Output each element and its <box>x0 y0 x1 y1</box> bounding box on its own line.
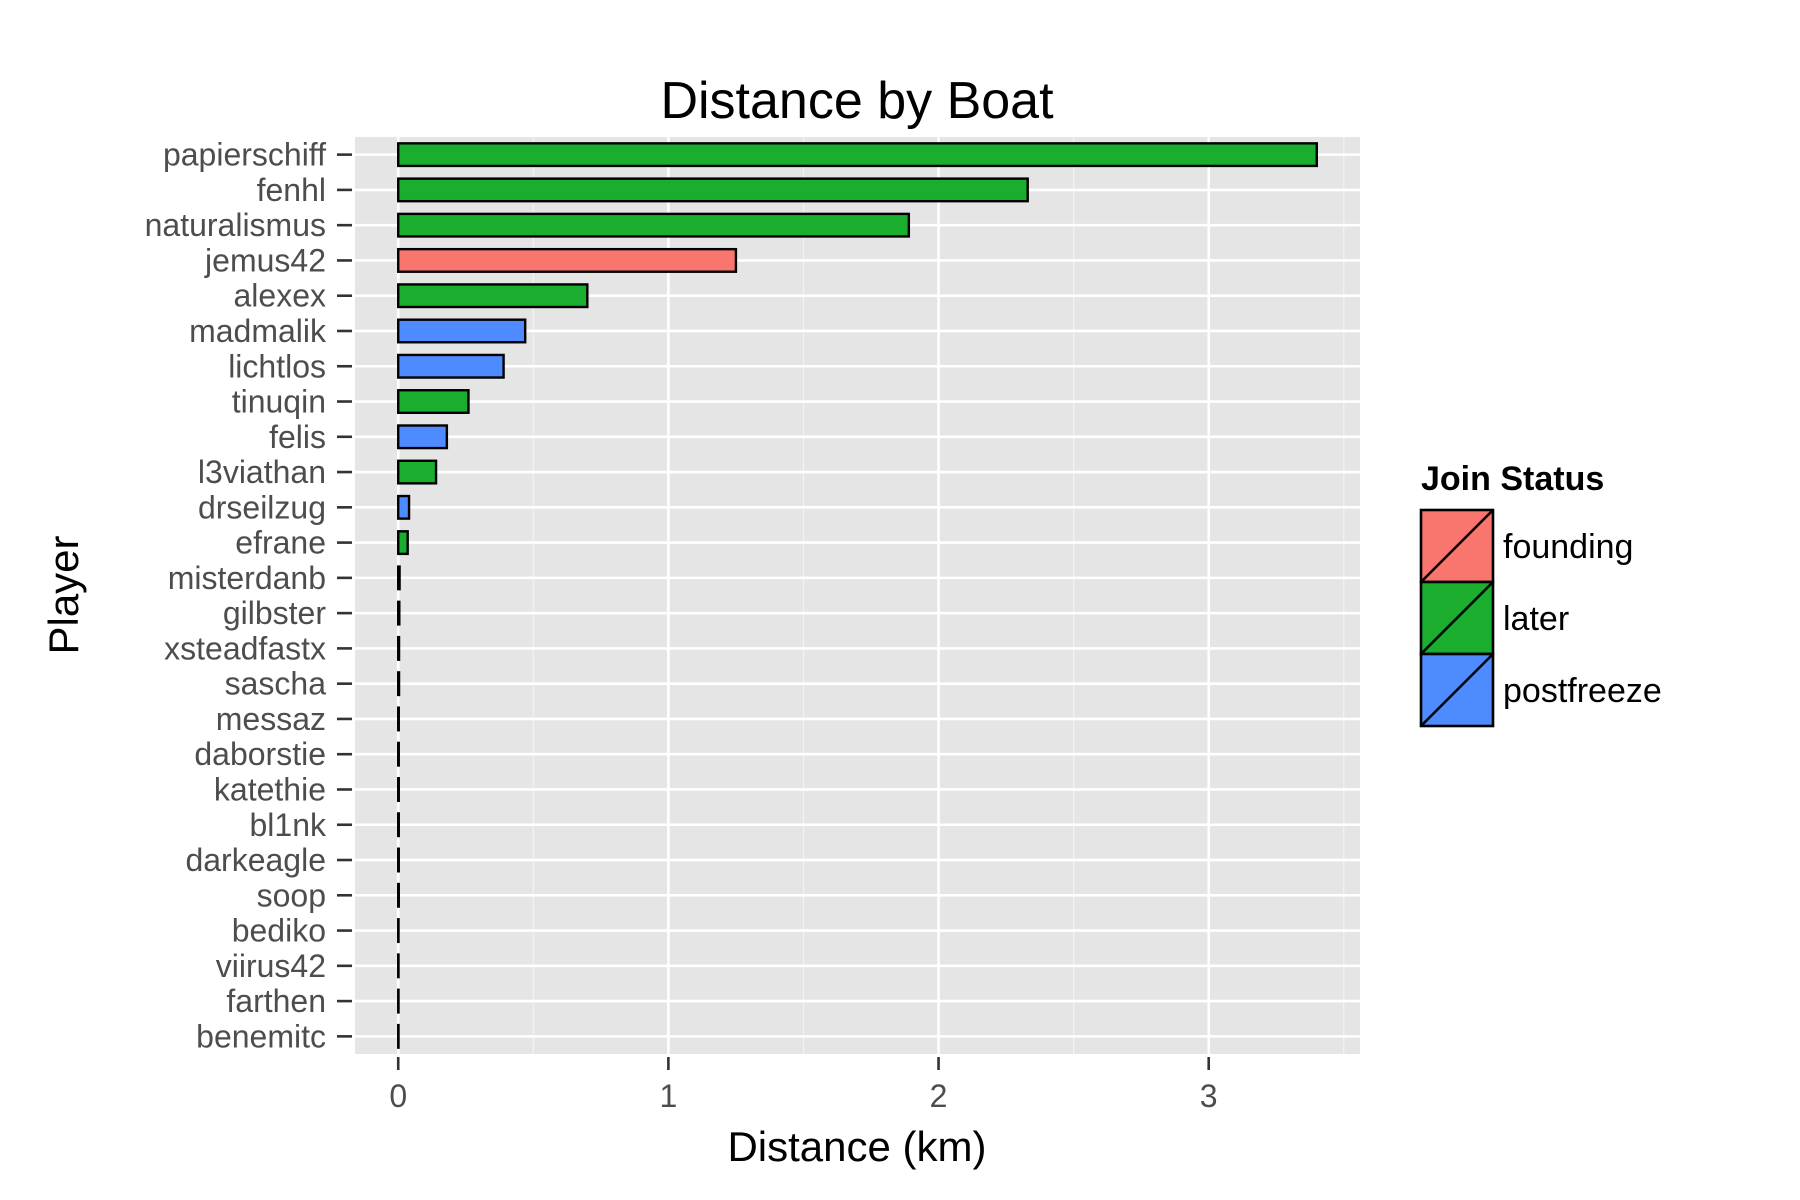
y-tick-label: alexex <box>234 278 327 314</box>
bar-naturalismus <box>397 212 911 238</box>
y-tick-label: viirus42 <box>216 948 326 984</box>
legend-key-slash <box>1420 653 1494 727</box>
bar-sascha <box>397 671 401 697</box>
bar-bl1nk <box>397 812 400 838</box>
y-tick-label: felis <box>269 419 326 455</box>
bar-soop <box>397 882 400 908</box>
y-tick-label: efrane <box>235 525 326 561</box>
legend-label-founding: founding <box>1503 528 1633 566</box>
y-tick-label: darkeagle <box>185 842 326 878</box>
bar-daborstie <box>397 741 400 767</box>
bar-messaz <box>397 706 400 732</box>
bar-fenhl <box>397 177 1029 203</box>
y-axis-title: Player <box>40 535 87 654</box>
legend-label-later: later <box>1503 600 1569 638</box>
bar-misterdanb <box>397 565 401 591</box>
chart-title: Distance by Boat <box>660 72 1054 130</box>
y-tick-label: messaz <box>216 701 326 737</box>
y-tick-label: sascha <box>225 666 327 702</box>
y-tick-label: l3viathan <box>198 454 326 490</box>
y-tick-label: farthen <box>226 983 326 1019</box>
bar-alexex <box>397 283 589 309</box>
x-tick-label: 2 <box>930 1078 948 1114</box>
y-tick-label: xsteadfastx <box>164 630 326 666</box>
legend-title: Join Status <box>1421 460 1604 498</box>
bar-xsteadfastx <box>397 635 401 661</box>
y-tick-label: bl1nk <box>250 807 328 843</box>
y-tick-label: naturalismus <box>145 207 326 243</box>
bar-felis <box>397 424 449 450</box>
bar-drseilzug <box>397 494 411 520</box>
bar-madmalik <box>397 318 527 344</box>
y-tick-label: jemus42 <box>204 242 326 278</box>
bar-gilbster <box>397 600 401 626</box>
y-tick-label: madmalik <box>189 313 327 349</box>
bar-tinuqin <box>397 389 470 415</box>
x-axis: 0 1 2 3 <box>389 1057 1218 1114</box>
bar-katethie <box>397 776 400 802</box>
bars <box>397 142 1318 1049</box>
y-tick-label: katethie <box>214 771 326 807</box>
y-tick-label: misterdanb <box>168 560 326 596</box>
y-tick-label: soop <box>257 877 326 913</box>
bar-papierschiff <box>397 142 1318 168</box>
bar-darkeagle <box>397 847 400 873</box>
x-tick-label: 3 <box>1200 1078 1218 1114</box>
y-tick-label: bediko <box>232 913 326 949</box>
bar-lichtlos <box>397 353 505 379</box>
legend-label-postfreeze: postfreeze <box>1503 672 1662 710</box>
y-tick-label: lichtlos <box>228 348 326 384</box>
bar-l3viathan <box>397 459 438 485</box>
bar-efrane <box>397 530 409 556</box>
x-axis-title: Distance (km) <box>727 1123 986 1170</box>
y-tick-label: drseilzug <box>198 489 326 525</box>
bar-jemus42 <box>397 247 738 273</box>
x-tick-label: 0 <box>389 1078 407 1114</box>
x-tick-label: 1 <box>659 1078 677 1114</box>
y-axis: papierschifffenhlnaturalismusjemus42alex… <box>145 137 352 1054</box>
legend: Join Status founding later postfreeze <box>1419 460 1662 728</box>
y-tick-label: fenhl <box>257 172 326 208</box>
legend-key-slash <box>1420 581 1494 655</box>
y-tick-label: tinuqin <box>232 384 326 420</box>
y-tick-label: gilbster <box>223 595 327 631</box>
y-tick-label: papierschiff <box>163 137 326 173</box>
y-tick-label: benemitc <box>196 1018 326 1054</box>
y-tick-label: daborstie <box>194 736 326 772</box>
legend-key-slash <box>1420 509 1494 583</box>
